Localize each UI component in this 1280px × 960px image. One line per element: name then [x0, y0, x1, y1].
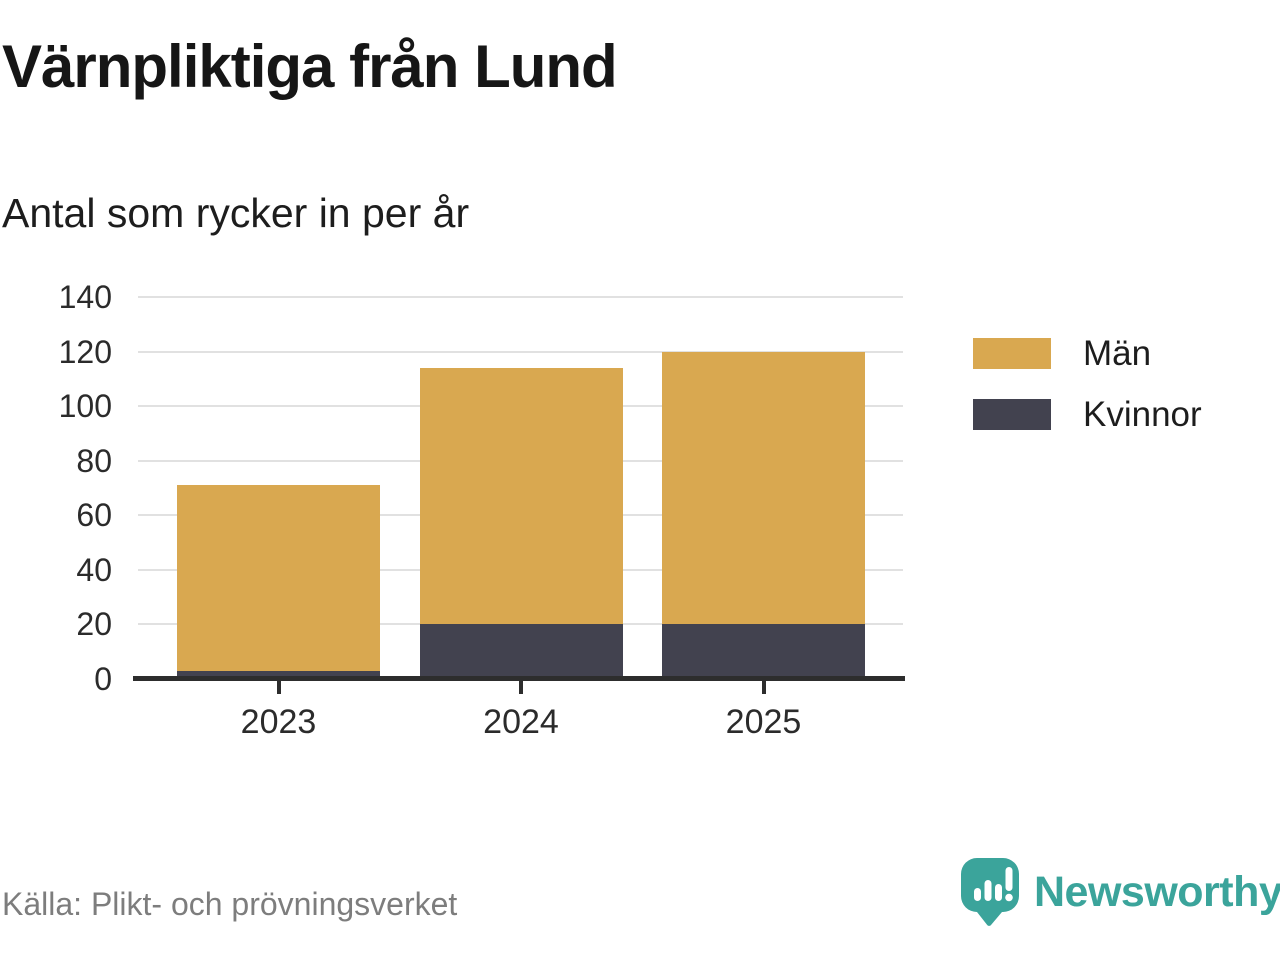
y-tick-label-60: 60	[76, 497, 112, 534]
chart-title: Värnpliktiga från Lund	[2, 33, 618, 100]
y-tick-label-100: 100	[58, 388, 112, 425]
plot-area	[138, 296, 903, 679]
y-tick-label-80: 80	[76, 442, 112, 479]
legend-row-kvinnor: Kvinnor	[973, 397, 1202, 432]
x-axis-line	[133, 676, 905, 681]
gridline-140	[138, 296, 903, 298]
y-tick-label-0: 0	[94, 661, 112, 697]
y-tick-label-20: 20	[76, 606, 112, 643]
y-tick-label-40: 40	[76, 551, 112, 588]
y-tick-label-120: 120	[58, 333, 112, 370]
x-tick-2025	[761, 681, 766, 694]
legend-swatch-kvinnor	[973, 399, 1051, 430]
bar-chart-speech-bubble-icon	[961, 858, 1019, 926]
y-tick-label-140: 140	[58, 279, 112, 315]
x-tick-2023	[276, 681, 281, 694]
legend-row-män: Män	[973, 336, 1202, 371]
bar-segment-kvinnor-2024	[419, 624, 623, 679]
legend-swatch-män	[973, 338, 1051, 369]
bar-segment-män-2024	[419, 367, 623, 625]
x-tick-label-2024: 2024	[483, 703, 559, 741]
chart-subtitle: Antal som rycker in per år	[2, 190, 470, 236]
brand-logo: Newsworthy	[961, 858, 1280, 926]
x-tick-label-2023: 2023	[240, 703, 317, 741]
brand-name: Newsworthy	[1034, 867, 1280, 916]
bar-segment-kvinnor-2025	[662, 624, 865, 679]
legend-label-män: Män	[1083, 334, 1152, 373]
source-text: Källa: Plikt- och prövningsverket	[2, 886, 458, 922]
bar-segment-män-2025	[662, 351, 865, 625]
x-tick-label-2025: 2025	[725, 703, 802, 741]
bar-segment-män-2023	[177, 485, 380, 671]
legend-label-kvinnor: Kvinnor	[1083, 395, 1202, 434]
legend: Män Kvinnor	[973, 336, 1202, 432]
bar-segment-kvinnor-2023	[177, 670, 380, 679]
x-tick-2024	[519, 681, 523, 694]
gridline-120	[138, 350, 903, 353]
